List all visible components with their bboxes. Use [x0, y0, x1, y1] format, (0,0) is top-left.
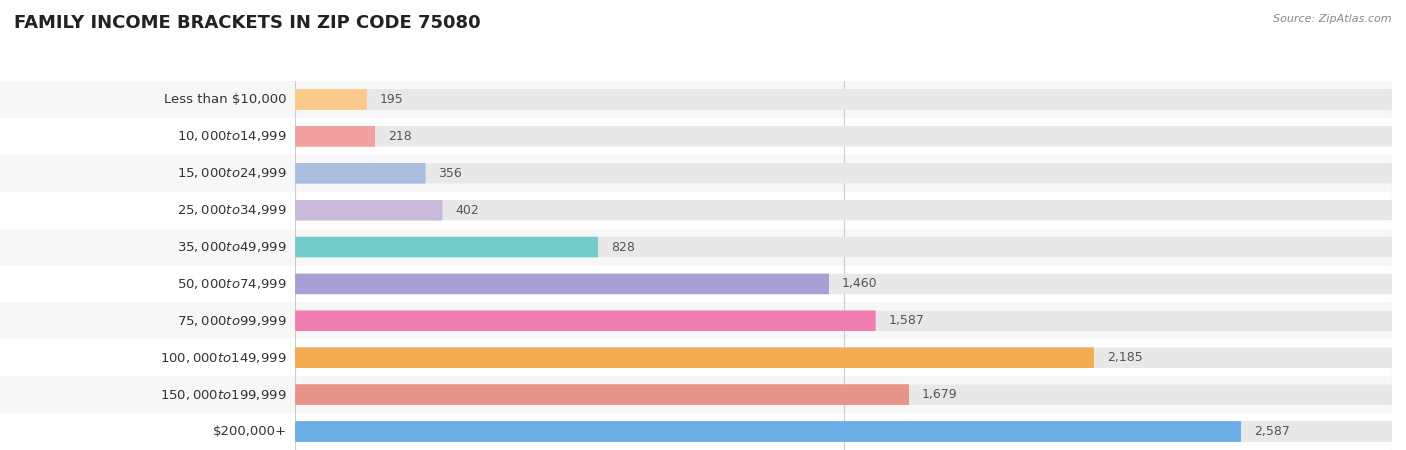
Text: Source: ZipAtlas.com: Source: ZipAtlas.com	[1274, 14, 1392, 23]
FancyBboxPatch shape	[295, 200, 443, 220]
Text: $35,000 to $49,999: $35,000 to $49,999	[177, 240, 287, 254]
FancyBboxPatch shape	[295, 421, 1241, 442]
FancyBboxPatch shape	[295, 163, 426, 184]
Text: 195: 195	[380, 93, 404, 106]
FancyBboxPatch shape	[295, 347, 1094, 368]
Text: 2,185: 2,185	[1107, 351, 1143, 364]
Bar	[0, 81, 295, 118]
Text: 1,587: 1,587	[889, 315, 924, 327]
FancyBboxPatch shape	[295, 384, 910, 405]
FancyBboxPatch shape	[295, 163, 1392, 184]
FancyBboxPatch shape	[295, 237, 1392, 257]
Text: 356: 356	[439, 167, 463, 180]
Text: $150,000 to $199,999: $150,000 to $199,999	[160, 387, 287, 402]
Bar	[0, 229, 295, 266]
Bar	[295, 310, 1392, 331]
Bar	[295, 339, 1392, 376]
Bar	[295, 384, 1392, 405]
Bar	[295, 266, 1392, 302]
Bar	[295, 376, 1392, 413]
Text: 828: 828	[610, 241, 634, 253]
Bar	[0, 266, 295, 302]
FancyBboxPatch shape	[295, 237, 598, 257]
Bar	[295, 237, 1392, 257]
Text: FAMILY INCOME BRACKETS IN ZIP CODE 75080: FAMILY INCOME BRACKETS IN ZIP CODE 75080	[14, 14, 481, 32]
Bar	[295, 192, 1392, 229]
FancyBboxPatch shape	[295, 310, 1392, 331]
Bar	[295, 126, 1392, 147]
Bar	[0, 413, 295, 450]
Bar	[295, 274, 1392, 294]
Bar	[0, 118, 295, 155]
FancyBboxPatch shape	[295, 274, 830, 294]
Text: Less than $10,000: Less than $10,000	[165, 93, 287, 106]
FancyBboxPatch shape	[295, 126, 375, 147]
FancyBboxPatch shape	[295, 237, 598, 257]
Text: $25,000 to $34,999: $25,000 to $34,999	[177, 203, 287, 217]
FancyBboxPatch shape	[295, 89, 367, 110]
FancyBboxPatch shape	[295, 200, 443, 220]
FancyBboxPatch shape	[295, 347, 1094, 368]
Bar	[295, 347, 1392, 368]
FancyBboxPatch shape	[295, 310, 876, 331]
Bar	[295, 229, 1392, 266]
FancyBboxPatch shape	[295, 126, 1392, 147]
Bar	[295, 89, 1392, 110]
Text: $100,000 to $149,999: $100,000 to $149,999	[160, 351, 287, 365]
Bar	[0, 302, 295, 339]
FancyBboxPatch shape	[295, 310, 876, 331]
Text: $10,000 to $14,999: $10,000 to $14,999	[177, 129, 287, 144]
Bar	[295, 413, 1392, 450]
Bar	[0, 339, 295, 376]
Bar	[0, 376, 295, 413]
FancyBboxPatch shape	[295, 384, 1392, 405]
Text: 218: 218	[388, 130, 412, 143]
FancyBboxPatch shape	[295, 421, 1241, 442]
FancyBboxPatch shape	[295, 384, 910, 405]
Bar	[295, 302, 1392, 339]
Bar	[295, 200, 1392, 220]
FancyBboxPatch shape	[295, 89, 367, 110]
Bar	[0, 155, 295, 192]
FancyBboxPatch shape	[295, 126, 375, 147]
Text: $200,000+: $200,000+	[212, 425, 287, 438]
Bar	[295, 118, 1392, 155]
FancyBboxPatch shape	[295, 421, 1392, 442]
Text: $50,000 to $74,999: $50,000 to $74,999	[177, 277, 287, 291]
Bar	[0, 192, 295, 229]
Text: 1,460: 1,460	[842, 278, 877, 290]
Bar	[295, 421, 1392, 442]
Bar	[295, 81, 1392, 118]
FancyBboxPatch shape	[295, 274, 1392, 294]
Text: 402: 402	[456, 204, 479, 216]
Text: 1,679: 1,679	[922, 388, 957, 401]
FancyBboxPatch shape	[295, 274, 830, 294]
Text: 2,587: 2,587	[1254, 425, 1289, 438]
Bar	[295, 155, 1392, 192]
Text: $15,000 to $24,999: $15,000 to $24,999	[177, 166, 287, 180]
FancyBboxPatch shape	[295, 163, 426, 184]
Bar	[295, 163, 1392, 184]
FancyBboxPatch shape	[295, 200, 1392, 220]
Text: $75,000 to $99,999: $75,000 to $99,999	[177, 314, 287, 328]
FancyBboxPatch shape	[295, 347, 1392, 368]
FancyBboxPatch shape	[295, 89, 1392, 110]
